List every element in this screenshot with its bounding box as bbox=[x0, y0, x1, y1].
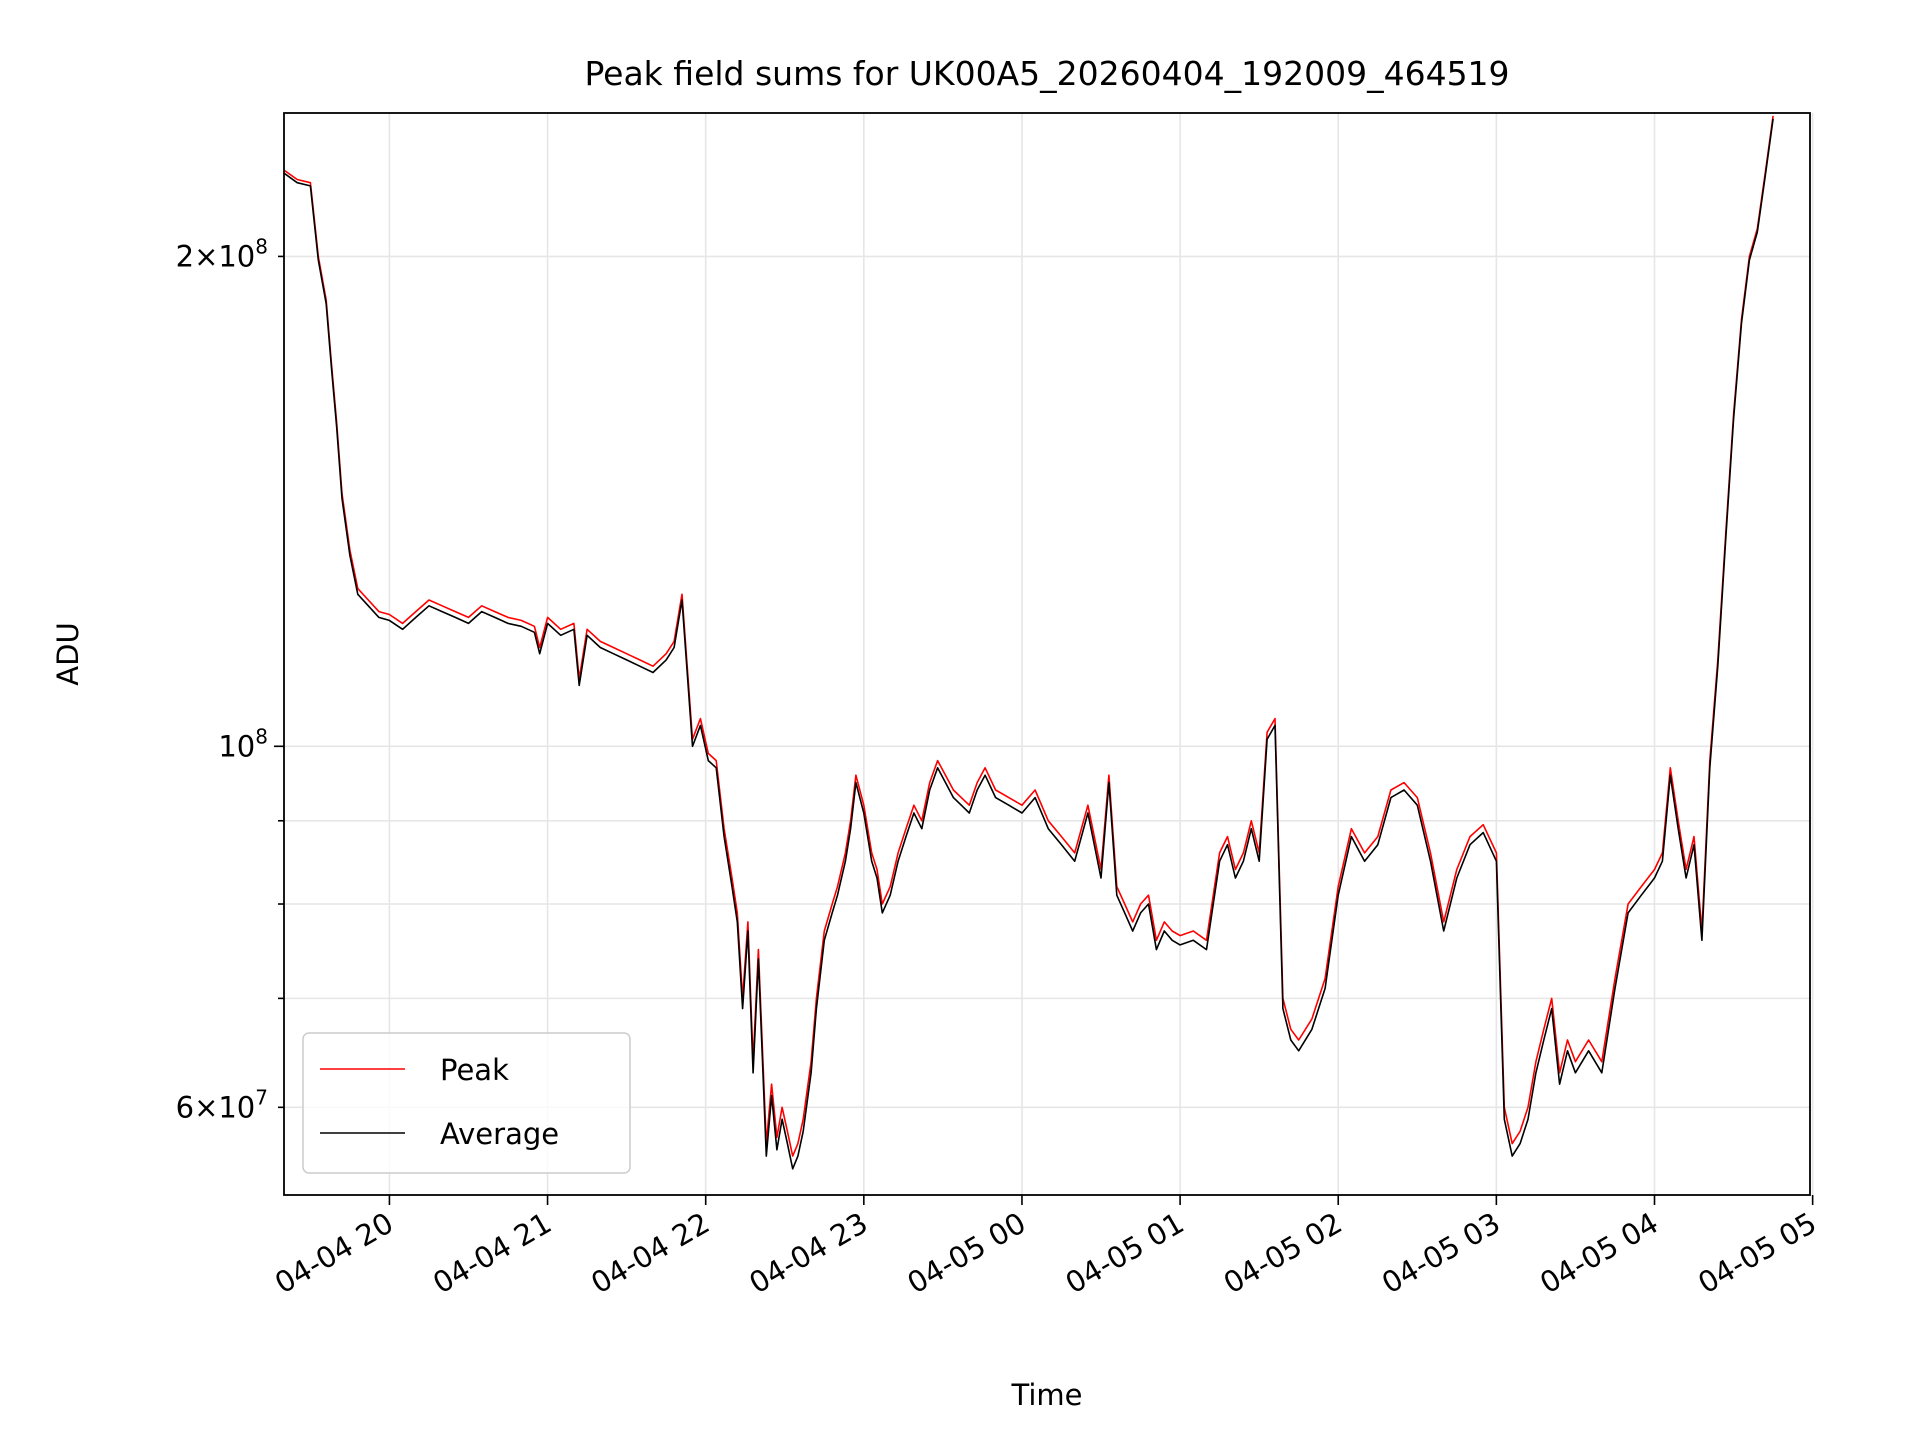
y-tick-coefficient: 6 bbox=[176, 1090, 194, 1124]
y-tick-coefficient: 2 bbox=[176, 239, 194, 273]
y-tick-multiplier: ×10 bbox=[194, 239, 255, 273]
y-tick-multiplier: ×10 bbox=[194, 1090, 255, 1124]
plot-frame bbox=[283, 112, 1811, 1196]
y-tick-label: 108 bbox=[218, 724, 268, 763]
gridlines bbox=[284, 113, 1814, 1195]
y-tick-label: 6×107 bbox=[176, 1085, 268, 1124]
y-tick-exponent: 7 bbox=[255, 1085, 268, 1109]
y-tick-label: 2×108 bbox=[176, 234, 268, 273]
series-layer bbox=[284, 115, 1774, 1170]
chart-title: Peak field sums for UK00A5_20260404_1920… bbox=[584, 54, 1509, 93]
y-tick-base: 10 bbox=[218, 729, 255, 763]
y-axis-label: ADU bbox=[51, 622, 85, 685]
series-line-average bbox=[284, 118, 1774, 1170]
y-tick-exponent: 8 bbox=[255, 724, 268, 748]
y-tick-exponent: 8 bbox=[255, 234, 268, 258]
series-line-peak bbox=[284, 115, 1774, 1157]
legend: Peak Average bbox=[302, 1032, 631, 1174]
legend-label-average: Average bbox=[440, 1117, 559, 1151]
x-axis-label: Time bbox=[1011, 1378, 1083, 1412]
legend-box bbox=[302, 1032, 631, 1174]
legend-label-peak: Peak bbox=[440, 1053, 509, 1087]
